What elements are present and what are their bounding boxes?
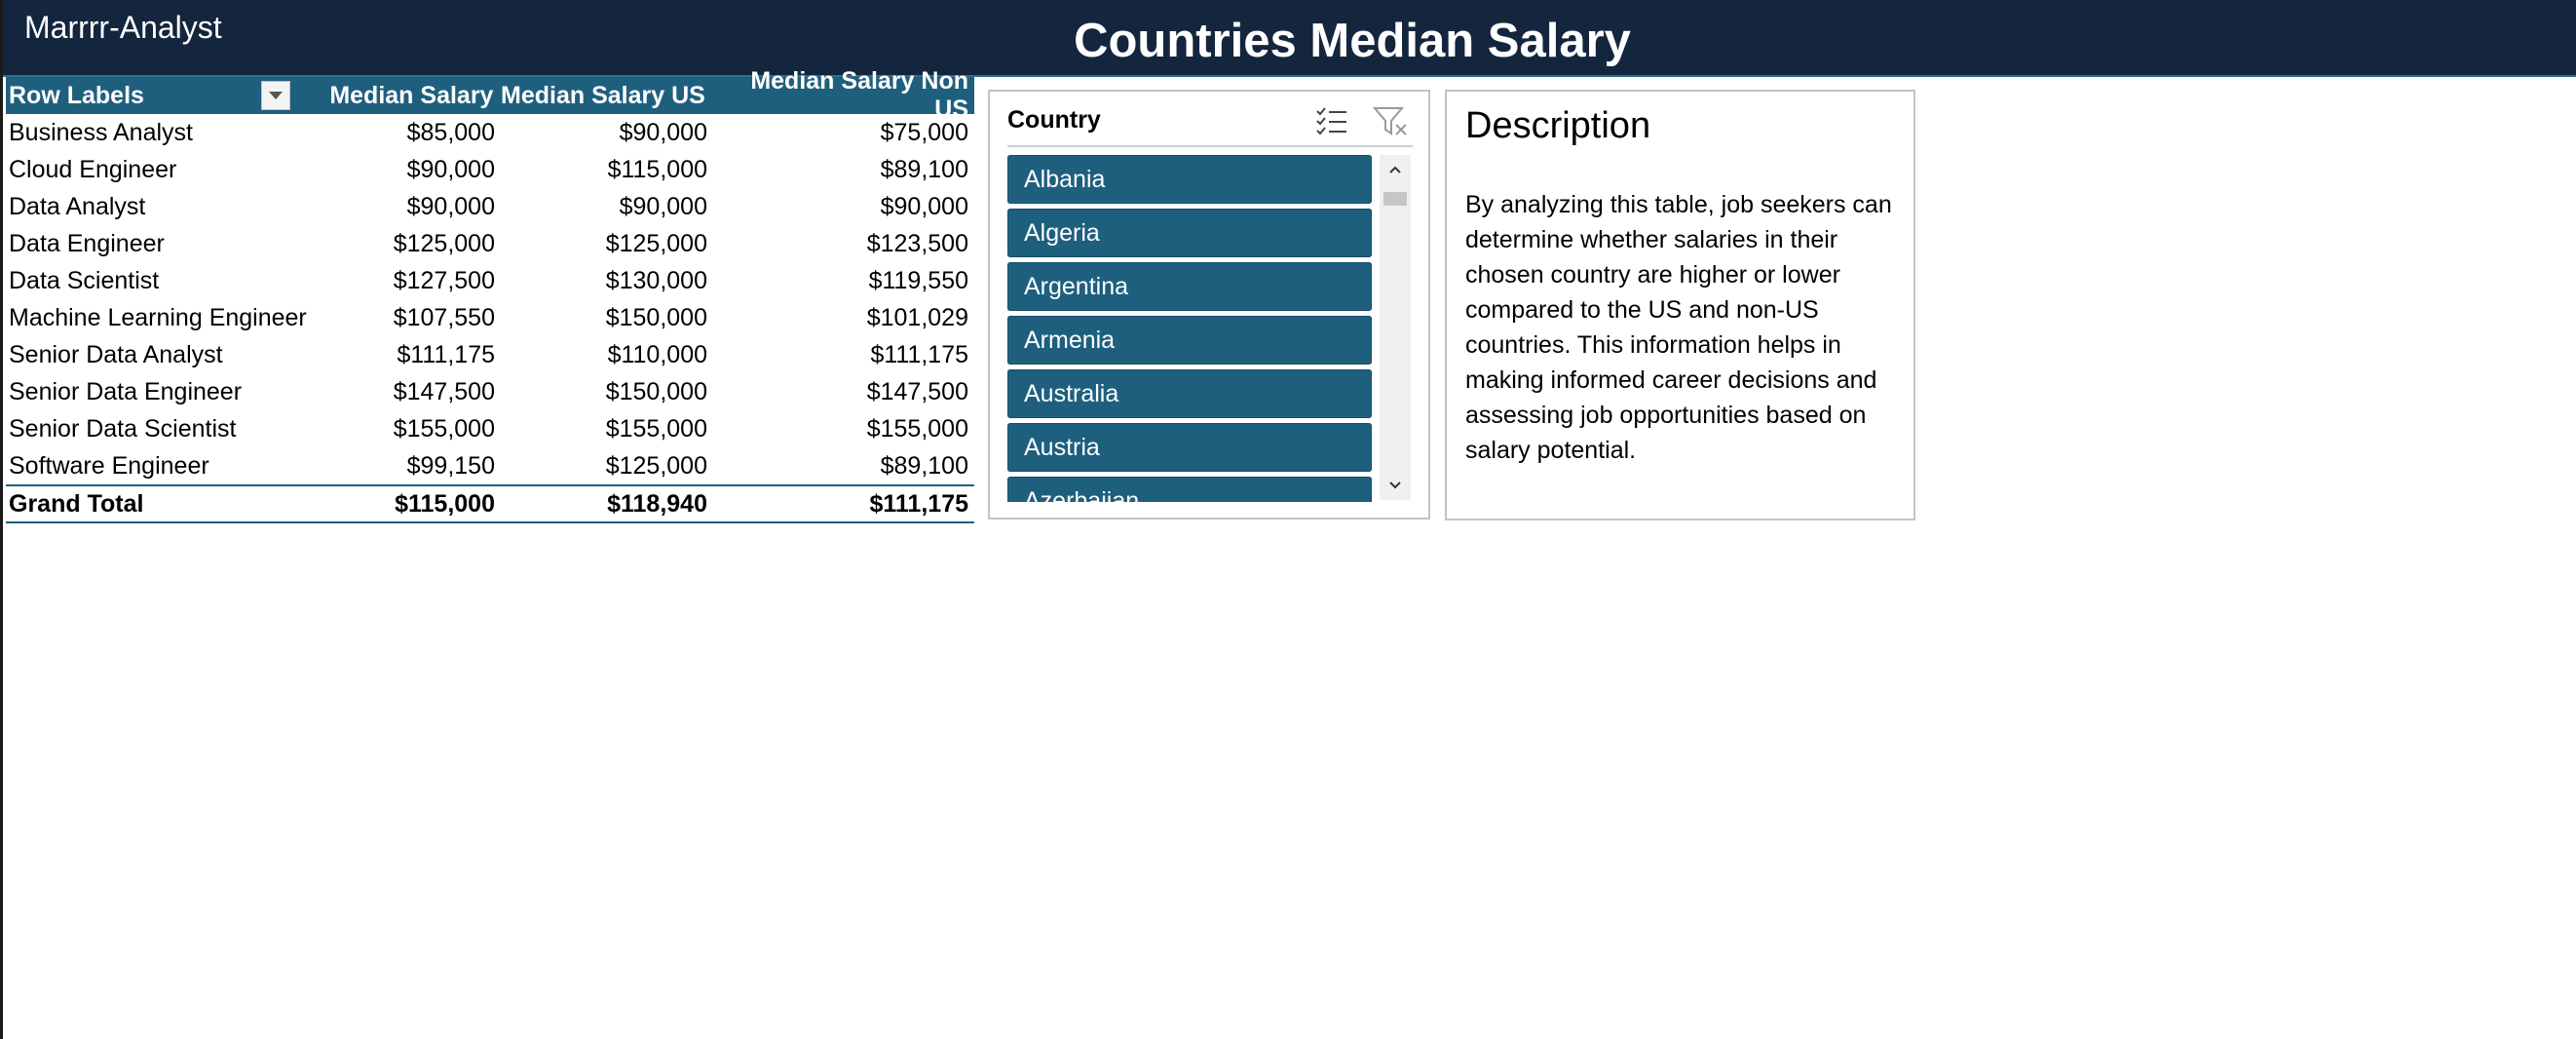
median-salary-us-cell: $125,000 (605, 451, 707, 480)
sheet-left-edge (0, 0, 3, 1039)
row-label: Software Engineer (9, 451, 209, 480)
median-salary-cell: $155,000 (393, 414, 495, 443)
median-salary-us-cell: $150,000 (605, 303, 707, 331)
slicer-item-algeria[interactable]: Algeria (1007, 209, 1372, 257)
slicer-item-list: Albania Algeria Argentina Armenia Austra… (1007, 155, 1372, 502)
scroll-down-button[interactable] (1380, 471, 1411, 500)
grand-total-median: $115,000 (395, 489, 495, 518)
row-label: Senior Data Analyst (9, 340, 223, 368)
multi-select-icon[interactable] (1313, 103, 1352, 138)
median-salary-non-us-cell: $90,000 (880, 192, 968, 220)
grand-total-row[interactable]: Grand Total $115,000 $118,940 $111,175 (6, 484, 974, 523)
slicer-item-albania[interactable]: Albania (1007, 155, 1372, 204)
median-salary-us-cell: $115,000 (607, 155, 707, 183)
median-salary-non-us-cell: $89,100 (880, 155, 968, 183)
median-salary-non-us-cell: $147,500 (866, 377, 968, 405)
description-box[interactable]: Description By analyzing this table, job… (1445, 90, 1915, 520)
table-row[interactable]: Software Engineer $99,150 $125,000 $89,1… (6, 447, 974, 484)
table-row[interactable]: Cloud Engineer $90,000 $115,000 $89,100 (6, 151, 974, 188)
grand-total-label: Grand Total (9, 489, 144, 518)
row-labels-filter-button[interactable] (261, 81, 291, 110)
median-salary-non-us-cell: $123,500 (866, 229, 968, 257)
median-salary-cell: $90,000 (406, 155, 495, 183)
chevron-down-icon (1389, 481, 1401, 489)
median-salary-cell: $111,175 (397, 340, 495, 368)
table-row[interactable]: Data Analyst $90,000 $90,000 $90,000 (6, 188, 974, 225)
table-row[interactable]: Business Analyst $85,000 $90,000 $75,000 (6, 114, 974, 151)
header-cell-median-salary-us[interactable]: Median Salary US (501, 81, 705, 109)
median-salary-non-us-cell: $111,175 (870, 340, 968, 368)
row-label: Cloud Engineer (9, 155, 177, 183)
page-title: Countries Median Salary (1074, 15, 1631, 67)
slicer-item-argentina[interactable]: Argentina (1007, 262, 1372, 311)
median-salary-us-cell: $130,000 (605, 266, 707, 294)
median-salary-cell: $107,550 (393, 303, 495, 331)
brand-label: Marrrr-Analyst (24, 10, 222, 45)
slicer-item-armenia[interactable]: Armenia (1007, 316, 1372, 365)
table-row[interactable]: Data Engineer $125,000 $125,000 $123,500 (6, 225, 974, 262)
median-salary-non-us-cell: $101,029 (866, 303, 968, 331)
row-label: Data Scientist (9, 266, 160, 294)
row-label: Senior Data Scientist (9, 414, 237, 443)
median-salary-us-cell: $155,000 (605, 414, 707, 443)
table-row[interactable]: Data Scientist $127,500 $130,000 $119,55… (6, 262, 974, 299)
table-row[interactable]: Senior Data Engineer $147,500 $150,000 $… (6, 373, 974, 410)
header-banner: Marrrr-Analyst Countries Median Salary (3, 0, 2576, 75)
slicer-scrollbar[interactable] (1380, 155, 1411, 500)
slicer-divider (1007, 145, 1413, 147)
description-text: By analyzing this table, job seekers can… (1465, 191, 1892, 464)
header-cell-row-labels[interactable]: Row Labels (6, 77, 291, 114)
slicer-item-australia[interactable]: Australia (1007, 369, 1372, 418)
median-salary-cell: $85,000 (406, 118, 495, 146)
header-cell-median-salary-non-us[interactable]: Median Salary Non US (750, 67, 968, 123)
banner-divider (3, 75, 2576, 77)
scroll-up-button[interactable] (1380, 155, 1411, 184)
scroll-thumb[interactable] (1383, 192, 1407, 206)
dropdown-arrow-icon (269, 92, 284, 99)
header-cell-median-salary[interactable]: Median Salary (329, 81, 494, 109)
median-salary-cell: $125,000 (393, 229, 495, 257)
table-row[interactable]: Machine Learning Engineer $107,550 $150,… (6, 299, 974, 336)
row-label: Machine Learning Engineer (9, 303, 307, 331)
median-salary-cell: $99,150 (406, 451, 495, 480)
median-salary-non-us-cell: $75,000 (880, 118, 968, 146)
slicer-title: Country (1007, 106, 1101, 134)
median-salary-us-cell: $125,000 (605, 229, 707, 257)
slicer-item-austria[interactable]: Austria (1007, 423, 1372, 472)
country-slicer: Country Albania Algeria Argentina Armeni… (988, 90, 1430, 520)
median-salary-us-cell: $110,000 (607, 340, 707, 368)
grand-total-non-us: $111,175 (869, 489, 968, 518)
clear-filter-icon[interactable] (1372, 103, 1411, 138)
grand-total-us: $118,940 (607, 489, 707, 518)
row-label: Senior Data Engineer (9, 377, 243, 405)
median-salary-non-us-cell: $155,000 (866, 414, 968, 443)
slicer-item-azerbaijan[interactable]: Azerbaijan (1007, 477, 1372, 502)
pivot-table: Row Labels Median Salary Median Salary U… (6, 67, 974, 523)
row-labels-header: Row Labels (9, 81, 144, 109)
median-salary-us-cell: $150,000 (605, 377, 707, 405)
median-salary-non-us-cell: $89,100 (880, 451, 968, 480)
median-salary-cell: $127,500 (393, 266, 495, 294)
median-salary-us-cell: $90,000 (619, 118, 707, 146)
median-salary-us-cell: $90,000 (619, 192, 707, 220)
row-label: Business Analyst (9, 118, 193, 146)
chevron-up-icon (1389, 166, 1401, 173)
median-salary-cell: $147,500 (393, 377, 495, 405)
median-salary-non-us-cell: $119,550 (868, 266, 968, 294)
row-label: Data Engineer (9, 229, 165, 257)
description-title: Description (1465, 105, 1651, 146)
row-label: Data Analyst (9, 192, 146, 220)
median-salary-cell: $90,000 (406, 192, 495, 220)
table-row[interactable]: Senior Data Analyst $111,175 $110,000 $1… (6, 336, 974, 373)
table-row[interactable]: Senior Data Scientist $155,000 $155,000 … (6, 410, 974, 447)
pivot-header-row: Row Labels Median Salary Median Salary U… (6, 67, 974, 123)
